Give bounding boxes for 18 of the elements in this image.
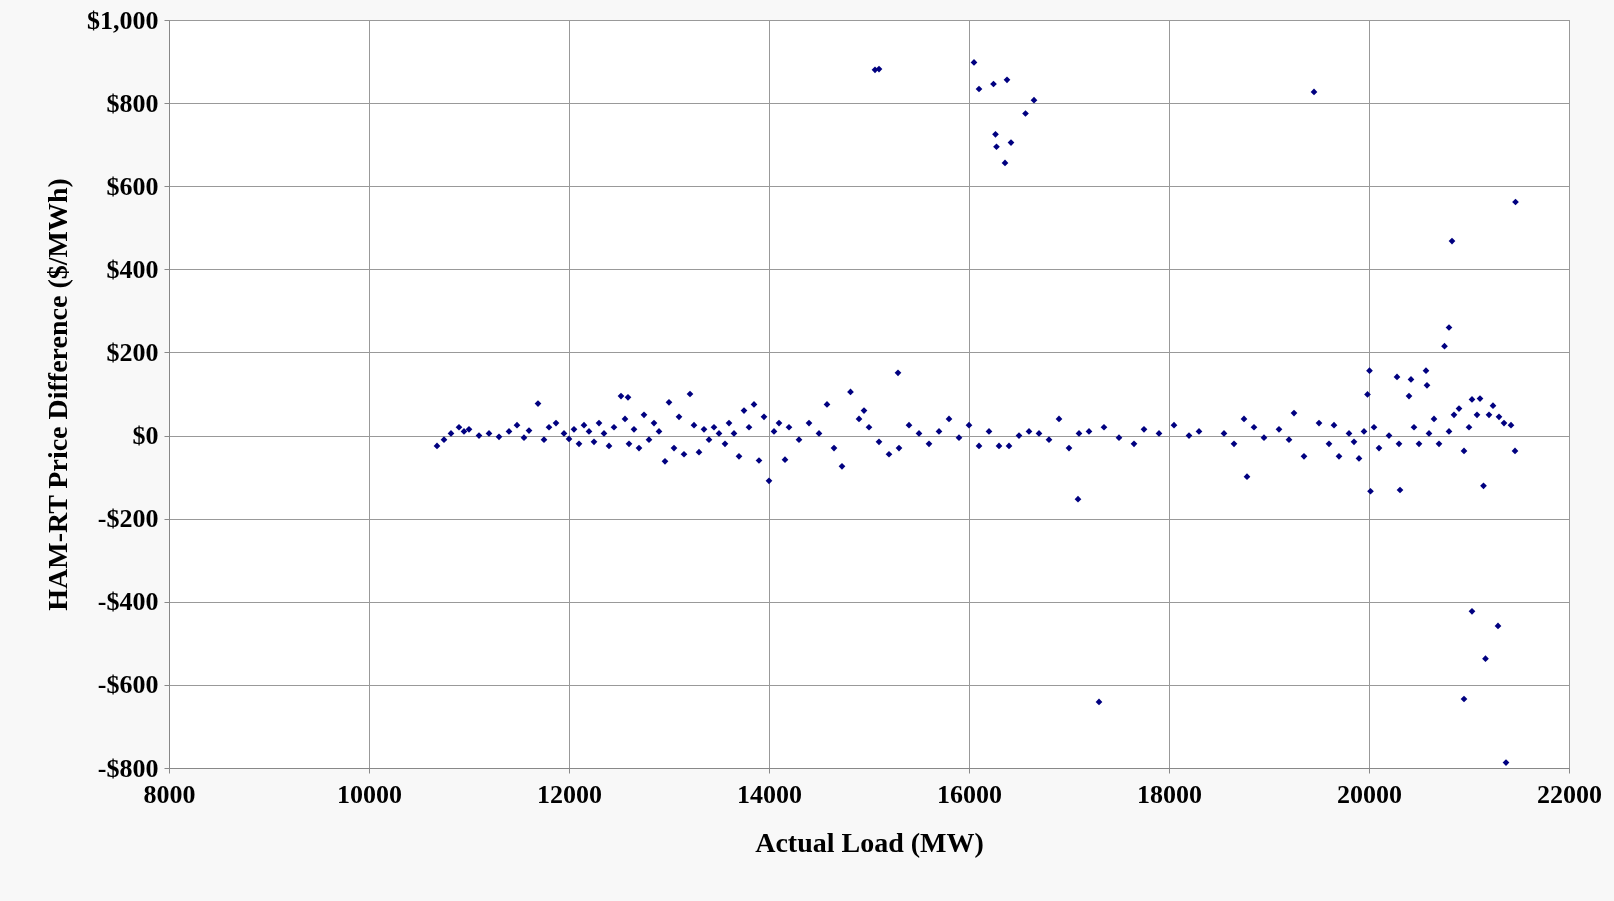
y-tick-label: -$200 bbox=[97, 504, 159, 534]
x-tick-label: 20000 bbox=[1337, 779, 1402, 809]
x-tick-label: 22000 bbox=[1537, 779, 1602, 809]
y-tick-label: $1,000 bbox=[87, 5, 159, 35]
y-tick-label: $0 bbox=[132, 421, 159, 451]
y-tick-label: $600 bbox=[106, 171, 159, 201]
y-tick-label: -$400 bbox=[97, 587, 159, 617]
x-tick-label: 12000 bbox=[537, 779, 602, 809]
y-tick-label: $400 bbox=[106, 254, 159, 284]
x-axis-title: Actual Load (MW) bbox=[755, 826, 984, 858]
y-tick-label: $200 bbox=[106, 337, 159, 367]
x-tick-label: 14000 bbox=[737, 779, 802, 809]
x-tick-label: 16000 bbox=[937, 779, 1002, 809]
x-tick-label: 10000 bbox=[337, 779, 402, 809]
y-tick-label: -$600 bbox=[97, 670, 159, 700]
y-axis-title: HAM-RT Price Difference ($/MWh) bbox=[42, 178, 73, 611]
x-tick-label: 18000 bbox=[1137, 779, 1202, 809]
y-tick-label: $800 bbox=[106, 88, 159, 118]
